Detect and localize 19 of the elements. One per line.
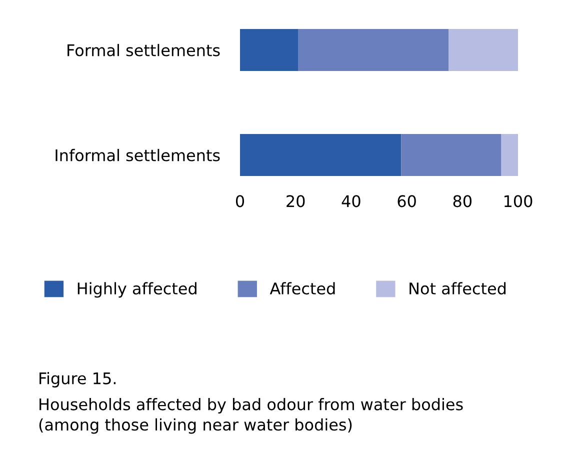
bar — [401, 134, 502, 176]
bar — [501, 134, 518, 176]
bar — [240, 29, 298, 71]
text: Households affected by bad odour from water bodies (among those living near water bodies) — [39, 398, 463, 434]
x-tick-label: 20 — [286, 195, 305, 208]
x-tick-label: 80 — [453, 195, 472, 208]
legend-label: Affected — [270, 282, 335, 295]
x-tick-label: 60 — [398, 195, 416, 208]
bar — [240, 134, 402, 176]
x-tick-label: 100 — [504, 195, 532, 208]
bar — [298, 29, 448, 71]
legend-label: Not affected — [410, 282, 506, 295]
y-tick-label: Informal settlements — [56, 148, 220, 162]
caption: Figure 15. — [40, 372, 116, 388]
legend-label: Highly affected — [78, 282, 196, 298]
x-tick-label: 40 — [342, 195, 360, 208]
bar — [448, 29, 518, 71]
y-tick-label: Formal settlements — [68, 44, 220, 56]
x-tick-label: 0 — [236, 195, 244, 208]
